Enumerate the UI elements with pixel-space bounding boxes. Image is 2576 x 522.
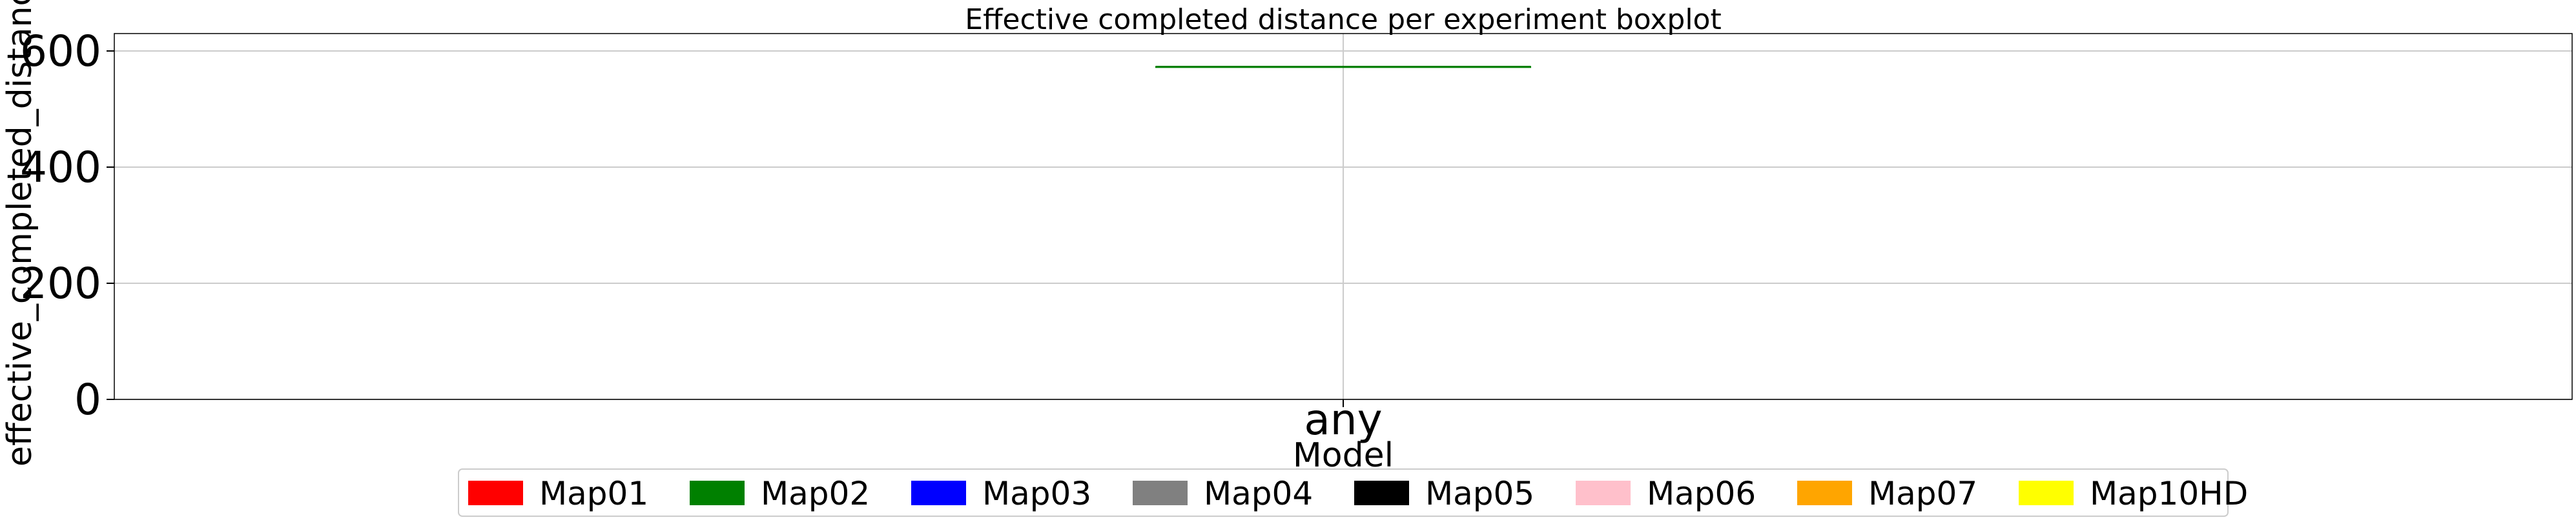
legend-swatch-map04 <box>1133 481 1188 505</box>
x-tick-label: any <box>1304 395 1382 445</box>
legend-swatch-map01 <box>468 481 523 505</box>
legend-swatch-map05 <box>1354 481 1409 505</box>
y-tick-label: 600 <box>20 26 101 76</box>
y-tick-label: 400 <box>20 143 101 192</box>
grid-lines <box>114 34 2572 400</box>
legend-swatch-map02 <box>690 481 745 505</box>
legend-label-map01: Map01 <box>539 475 648 512</box>
legend-swatch-map03 <box>911 481 966 505</box>
y-axis-label: effective_completed_distance <box>1 0 39 467</box>
box-series <box>1155 66 1531 68</box>
legend-label-map06: Map06 <box>1647 475 1756 512</box>
x-axis-ticks: any <box>1304 395 1382 445</box>
legend-label-map10hd: Map10HD <box>2090 475 2248 512</box>
legend-swatch-map07 <box>1797 481 1852 505</box>
y-tick-label: 200 <box>20 259 101 308</box>
box-map02 <box>1155 66 1531 68</box>
legend-label-map05: Map05 <box>1425 475 1534 512</box>
legend-swatch-map06 <box>1576 481 1631 505</box>
legend-label-map07: Map07 <box>1868 475 1977 512</box>
legend-label-map02: Map02 <box>761 475 870 512</box>
legend-label-map03: Map03 <box>982 475 1091 512</box>
chart-title: Effective completed distance per experim… <box>965 3 1721 36</box>
legend-label-map04: Map04 <box>1204 475 1313 512</box>
legend-swatch-map10hd <box>2019 481 2074 505</box>
legend-frame <box>458 468 2229 517</box>
legend: Map01 Map02 Map03 Map04 Map05 Map06 Map07 Map10… <box>458 468 2248 517</box>
y-axis-ticks: 0 200 400 600 <box>20 26 114 425</box>
y-tick-label: 0 <box>74 375 101 425</box>
